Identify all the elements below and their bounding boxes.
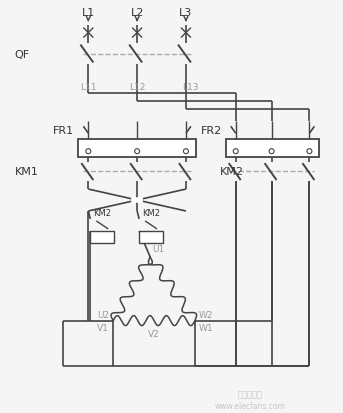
Text: W1: W1 <box>199 323 213 332</box>
Text: FR1: FR1 <box>53 126 74 136</box>
Circle shape <box>135 150 140 154</box>
Text: L12: L12 <box>129 83 145 92</box>
Text: L11: L11 <box>80 83 97 92</box>
Text: U2: U2 <box>97 311 109 319</box>
Text: U1: U1 <box>152 245 164 254</box>
Circle shape <box>86 150 91 154</box>
Circle shape <box>233 150 238 154</box>
Text: KM2: KM2 <box>142 209 160 218</box>
Bar <box>139 231 163 243</box>
Text: L13: L13 <box>182 83 198 92</box>
Text: L1: L1 <box>82 7 95 18</box>
Text: KM2: KM2 <box>220 167 244 177</box>
Text: FR2: FR2 <box>201 126 222 136</box>
Text: KM1: KM1 <box>15 167 38 177</box>
Text: L2: L2 <box>130 7 144 18</box>
Text: 电子发烧友: 电子发烧友 <box>237 389 262 398</box>
Bar <box>79 140 196 158</box>
Text: W2: W2 <box>199 311 213 319</box>
Circle shape <box>184 150 188 154</box>
Text: QF: QF <box>15 50 30 59</box>
Text: V2: V2 <box>148 329 160 338</box>
Bar <box>226 140 319 158</box>
Text: L3: L3 <box>179 7 192 18</box>
Bar <box>90 231 114 243</box>
Text: V1: V1 <box>97 323 109 332</box>
Circle shape <box>269 150 274 154</box>
Text: www.elecfans.com: www.elecfans.com <box>214 401 285 410</box>
Circle shape <box>307 150 312 154</box>
Text: KM2: KM2 <box>93 209 111 218</box>
